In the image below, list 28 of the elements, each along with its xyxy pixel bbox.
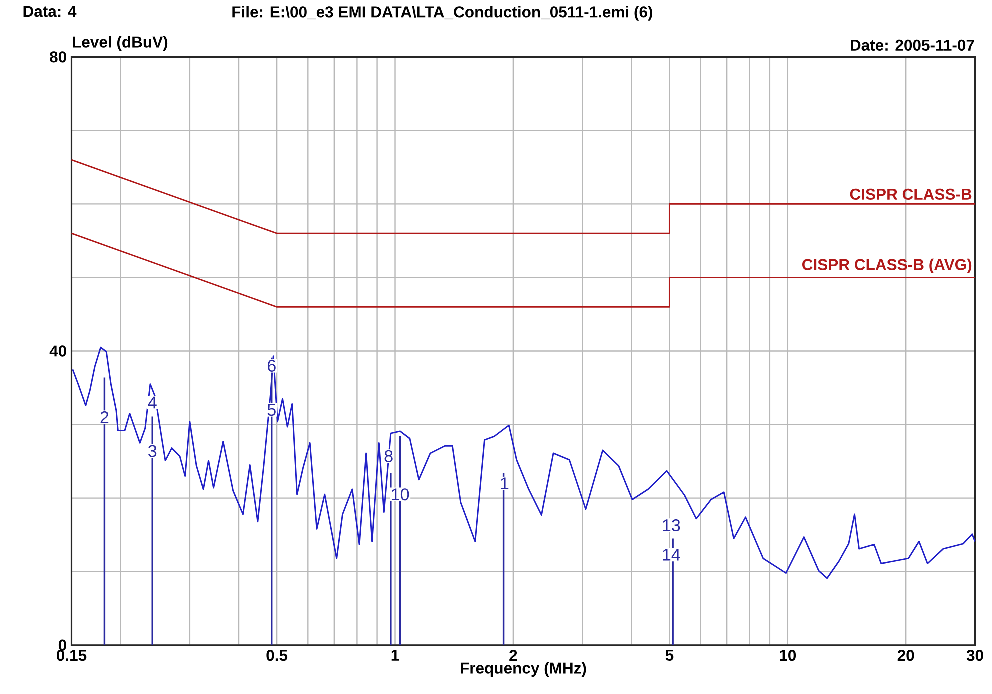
x-tick-label: 0.15 (57, 650, 87, 662)
text: Date: 2005-11-07 (851, 40, 974, 52)
chart-title: File: E:\00_e3 EMI DATA\LTA_Conduction_0511-1.emi (6) (232, 6, 652, 22)
annotation: 5 (268, 404, 276, 416)
y-tick-label: 40 (50, 346, 66, 357)
x-tick-label: 20 (898, 650, 914, 662)
x-tick-label: 5 (666, 650, 674, 662)
y-tick-label: 80 (50, 52, 66, 63)
annotation: 4 (148, 397, 157, 409)
text: Data: 4 (24, 6, 77, 18)
annotation: 6 (268, 360, 276, 372)
annotation: 13 (663, 520, 680, 532)
series-label: CISPR CLASS-B (AVG) (802, 259, 972, 274)
x-tick-label: 30 (966, 650, 984, 662)
series-label: CISPR CLASS-B (850, 189, 972, 200)
annotation: 1 (501, 478, 509, 490)
x-tick-label: 0.5 (266, 650, 288, 662)
x-tick-label: 2 (510, 650, 518, 662)
annotation: 3 (148, 445, 157, 458)
annotation: 2 (100, 412, 109, 424)
y-axis-title: Level (dBuV) (73, 36, 168, 52)
x-tick-label: 10 (780, 650, 796, 662)
y-tick-label: 0 (58, 640, 66, 652)
x-axis-title: Frequency (MHz) (461, 662, 586, 678)
x-tick-label: 1 (392, 650, 400, 662)
annotation: 14 (663, 549, 680, 561)
annotation: 10 (392, 488, 410, 501)
annotation: 8 (384, 450, 393, 463)
